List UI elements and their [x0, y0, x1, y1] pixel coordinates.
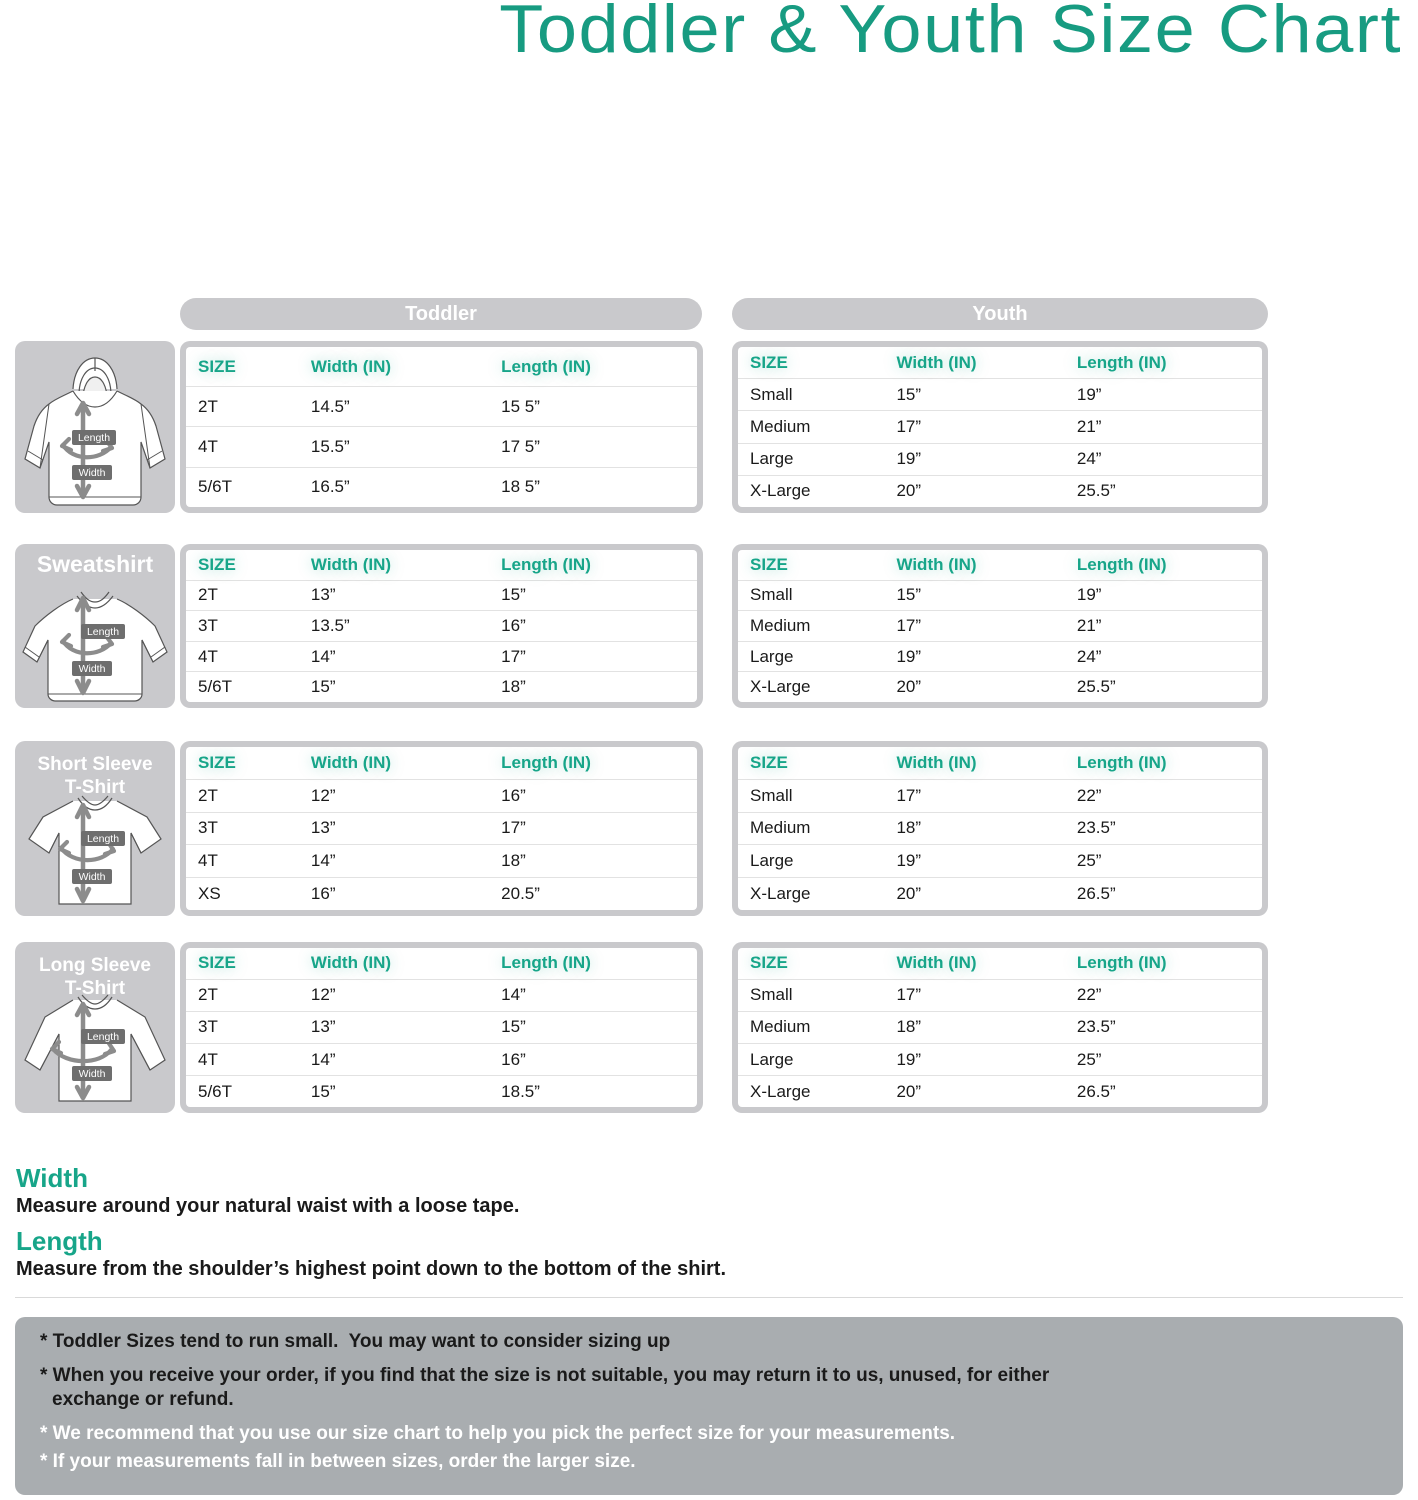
svg-text:Width: Width: [79, 663, 106, 675]
svg-text:Width: Width: [79, 467, 106, 479]
svg-text:Width: Width: [79, 1068, 106, 1080]
svg-text:Width: Width: [79, 871, 106, 883]
svg-text:Length: Length: [78, 432, 110, 444]
svg-text:Length: Length: [87, 626, 119, 638]
svg-text:Length: Length: [87, 1031, 119, 1043]
svg-text:Length: Length: [87, 833, 119, 845]
